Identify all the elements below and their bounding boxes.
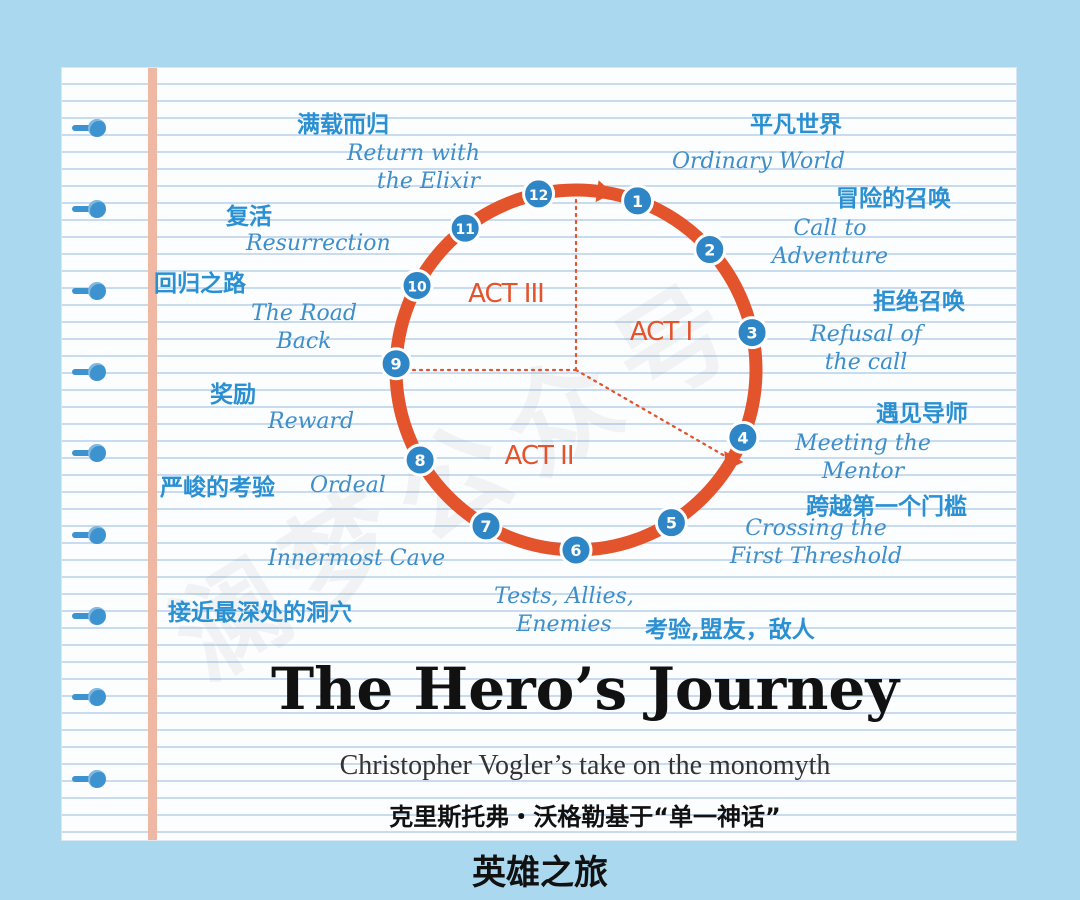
stage-number: 11 bbox=[455, 222, 474, 238]
stage-2-en-label: Call to Adventure bbox=[771, 216, 889, 269]
stage-3-en-label: Refusal of the call bbox=[810, 322, 922, 375]
stage-badge: 4 bbox=[726, 420, 760, 454]
stage-11-en-label: Resurrection bbox=[246, 231, 391, 256]
stage-number: 4 bbox=[737, 428, 748, 447]
binder-hole-icon bbox=[72, 200, 106, 218]
caption: 英雄之旅 bbox=[472, 853, 608, 893]
stage-5-en-label: Crossing the First Threshold bbox=[729, 516, 903, 569]
stage-badge: 7 bbox=[469, 509, 503, 543]
margin-line bbox=[148, 68, 157, 840]
stage-10-en-label: The Road Back bbox=[251, 301, 357, 354]
binder-hole-icon bbox=[72, 363, 106, 381]
act-label: ACT I bbox=[630, 317, 692, 347]
arrow-icon bbox=[724, 451, 744, 471]
binder-hole-icon bbox=[72, 770, 106, 788]
stage-badge: 6 bbox=[559, 533, 593, 567]
stage-8-en-label: Ordeal bbox=[310, 473, 386, 498]
stage-number: 8 bbox=[415, 451, 426, 470]
stage-1-cn-label: 平凡世界 bbox=[750, 112, 842, 138]
stage-12-en-label: Return with the Elixir bbox=[346, 141, 480, 194]
stage-badge: 2 bbox=[693, 233, 727, 267]
act-divider-line bbox=[574, 368, 727, 458]
stage-number: 1 bbox=[632, 192, 643, 211]
act-label: ACT II bbox=[505, 441, 574, 471]
stage-5-cn-label: 跨越第一个门槛 bbox=[806, 494, 967, 520]
stage-badge: 3 bbox=[735, 316, 769, 350]
stage-badge: 12 bbox=[522, 177, 556, 211]
stage-number: 12 bbox=[529, 188, 548, 204]
page-title: The Hero’s Journey bbox=[270, 655, 900, 723]
stage-12-cn-label: 满载而归 bbox=[297, 112, 389, 138]
stage-number: 2 bbox=[704, 241, 715, 260]
stage-9-cn-label: 奖励 bbox=[210, 382, 256, 408]
stage-badge: 8 bbox=[403, 443, 437, 477]
stage-badge: 1 bbox=[621, 184, 655, 218]
stage-number: 7 bbox=[480, 517, 491, 536]
stage-6-cn-label: 考验,盟友，敌人 bbox=[645, 617, 815, 643]
stage-4-en-label: Meeting the Mentor bbox=[795, 431, 931, 484]
stage-2-cn-label: 冒险的召唤 bbox=[836, 186, 951, 212]
binder-hole-icon bbox=[72, 688, 106, 706]
binder-hole-icon bbox=[72, 119, 106, 137]
stage-10-cn-label: 回归之路 bbox=[154, 271, 246, 297]
subtitle-cn: 克里斯托弗・沃格勒基于“单一神话” bbox=[389, 803, 781, 831]
binder-hole-icon bbox=[72, 282, 106, 300]
stage-7-cn-label: 接近最深处的洞穴 bbox=[168, 600, 352, 626]
act-label: ACT III bbox=[468, 279, 544, 309]
stage-6-en-label: Tests, Allies, Enemies bbox=[494, 584, 634, 637]
stage-3-cn-label: 拒绝召唤 bbox=[873, 289, 965, 315]
stage-number: 5 bbox=[666, 514, 677, 533]
stage-badge: 10 bbox=[400, 268, 434, 302]
stage-number: 9 bbox=[391, 355, 402, 374]
arrow-icon bbox=[595, 180, 613, 203]
binder-hole-icon bbox=[72, 607, 106, 625]
stage-11-cn-label: 复活 bbox=[226, 204, 272, 230]
stage-4-cn-label: 遇见导师 bbox=[876, 401, 968, 427]
stage-9-en-label: Reward bbox=[268, 409, 355, 434]
binder-hole-icon bbox=[72, 444, 106, 462]
stage-number: 6 bbox=[570, 541, 581, 560]
stage-number: 10 bbox=[407, 279, 427, 295]
stage-badge: 9 bbox=[379, 347, 413, 381]
stage-badge: 11 bbox=[448, 211, 482, 245]
stage-1-en-label: Ordinary World bbox=[672, 149, 845, 174]
stage-number: 3 bbox=[746, 324, 757, 343]
stage-7-en-label: Innermost Cave bbox=[268, 546, 446, 571]
stage-8-cn-label: 严峻的考验 bbox=[160, 475, 275, 501]
stage-badge: 5 bbox=[654, 506, 688, 540]
binder-hole-icon bbox=[72, 526, 106, 544]
subtitle: Christopher Vogler’s take on the monomyt… bbox=[339, 750, 831, 781]
